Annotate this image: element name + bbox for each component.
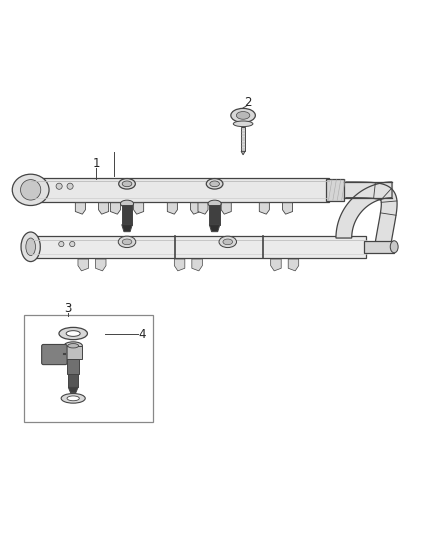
Ellipse shape	[219, 236, 237, 247]
Ellipse shape	[231, 108, 255, 123]
Ellipse shape	[67, 396, 79, 401]
FancyBboxPatch shape	[24, 314, 153, 422]
FancyBboxPatch shape	[326, 179, 344, 201]
Polygon shape	[271, 259, 281, 271]
Ellipse shape	[21, 180, 41, 200]
Circle shape	[56, 183, 62, 189]
FancyBboxPatch shape	[64, 346, 82, 359]
Ellipse shape	[119, 179, 135, 189]
Ellipse shape	[59, 327, 88, 340]
Polygon shape	[259, 203, 269, 214]
Text: 1: 1	[92, 157, 100, 170]
Polygon shape	[191, 203, 201, 214]
Polygon shape	[221, 203, 231, 214]
Polygon shape	[209, 225, 220, 232]
Circle shape	[59, 241, 64, 247]
FancyBboxPatch shape	[31, 178, 328, 202]
FancyBboxPatch shape	[241, 127, 245, 151]
Polygon shape	[95, 259, 106, 271]
Circle shape	[70, 241, 75, 247]
Polygon shape	[283, 203, 293, 214]
Ellipse shape	[390, 241, 398, 253]
Ellipse shape	[237, 111, 250, 119]
FancyBboxPatch shape	[68, 374, 78, 387]
Polygon shape	[110, 203, 120, 214]
Ellipse shape	[64, 342, 82, 350]
Ellipse shape	[66, 330, 80, 336]
Polygon shape	[167, 203, 177, 214]
Circle shape	[67, 183, 73, 189]
Ellipse shape	[122, 181, 132, 187]
Text: 2: 2	[244, 96, 251, 109]
Ellipse shape	[120, 200, 134, 207]
Polygon shape	[198, 203, 208, 214]
Ellipse shape	[208, 200, 221, 207]
Polygon shape	[336, 182, 392, 238]
Text: 4: 4	[138, 328, 146, 341]
FancyBboxPatch shape	[31, 236, 366, 258]
Polygon shape	[346, 182, 397, 244]
Polygon shape	[241, 151, 245, 155]
Ellipse shape	[118, 236, 136, 247]
Text: 3: 3	[64, 302, 71, 314]
Polygon shape	[174, 259, 185, 271]
Ellipse shape	[21, 232, 40, 262]
Polygon shape	[134, 203, 144, 214]
FancyBboxPatch shape	[364, 241, 394, 253]
Polygon shape	[192, 259, 202, 271]
Polygon shape	[75, 203, 85, 214]
Ellipse shape	[210, 181, 219, 187]
FancyBboxPatch shape	[122, 205, 132, 225]
Ellipse shape	[68, 344, 79, 348]
FancyBboxPatch shape	[42, 344, 67, 365]
Polygon shape	[78, 259, 88, 271]
Ellipse shape	[12, 174, 49, 206]
Polygon shape	[68, 387, 78, 393]
Ellipse shape	[122, 239, 132, 245]
Polygon shape	[99, 203, 109, 214]
Ellipse shape	[206, 179, 223, 189]
Polygon shape	[288, 259, 299, 271]
Polygon shape	[122, 225, 132, 232]
FancyBboxPatch shape	[209, 205, 220, 225]
Ellipse shape	[61, 393, 85, 403]
Ellipse shape	[223, 239, 233, 245]
Ellipse shape	[26, 238, 35, 255]
FancyBboxPatch shape	[67, 359, 79, 374]
Ellipse shape	[233, 121, 253, 127]
